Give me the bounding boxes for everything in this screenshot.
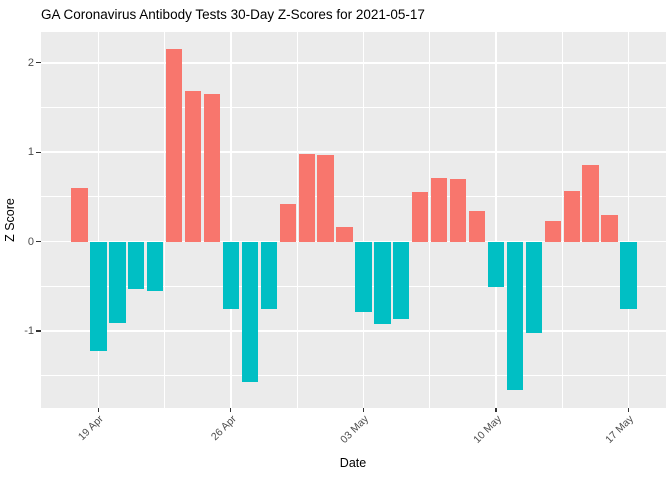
gridline-major-v — [627, 31, 630, 408]
bar — [336, 227, 353, 242]
bar — [184, 90, 202, 242]
bar — [241, 241, 259, 382]
y-tick-mark — [36, 62, 41, 64]
x-tick-mark — [362, 408, 364, 412]
bar — [298, 154, 315, 242]
y-tick-mark — [36, 151, 41, 153]
x-tick-mark — [495, 408, 497, 412]
gridline-minor-v — [561, 31, 563, 408]
chart-title: GA Coronavirus Antibody Tests 30-Day Z-S… — [41, 7, 425, 22]
bar — [525, 241, 542, 333]
gridline-minor-h — [40, 196, 666, 198]
bar — [128, 241, 145, 289]
bar — [374, 241, 391, 324]
x-tick-mark — [97, 408, 99, 412]
y-tick-label: -1 — [24, 325, 34, 337]
x-tick-label-text: 10 May — [470, 413, 504, 446]
gridline-major-h — [40, 151, 666, 153]
bar — [147, 241, 164, 291]
bar — [506, 241, 524, 390]
bar — [317, 154, 334, 242]
y-axis-title: Z Score — [3, 198, 17, 242]
gridline-minor-h — [40, 107, 666, 108]
bar — [620, 241, 637, 309]
y-tick-mark — [36, 241, 41, 243]
bar — [601, 214, 618, 242]
gridline-minor-v — [429, 31, 431, 408]
bar — [222, 241, 240, 310]
bar — [203, 94, 221, 242]
bar — [166, 48, 183, 242]
bar — [544, 221, 561, 242]
gridline-major-v — [97, 31, 100, 408]
bar — [449, 179, 467, 242]
gridline-major-h — [40, 62, 666, 64]
bar — [582, 164, 599, 242]
x-axis-title: Date — [339, 456, 367, 470]
gridline-major-h — [40, 330, 666, 332]
x-tick-label-text: 17 May — [603, 413, 636, 446]
gridline-minor-h — [40, 285, 666, 287]
y-tick-mark — [36, 330, 41, 332]
bar — [260, 241, 277, 310]
bar — [412, 192, 429, 242]
bar — [90, 241, 107, 351]
x-tick-label-text: 19 Apr — [75, 413, 106, 443]
bar — [487, 241, 505, 288]
y-tick-label: 0 — [27, 235, 34, 248]
bar — [355, 241, 372, 313]
bar — [431, 178, 448, 242]
x-tick-mark — [627, 408, 630, 412]
bar — [71, 188, 88, 242]
bar — [279, 204, 296, 242]
y-tick-label: 2 — [27, 56, 34, 69]
gridline-major-h — [40, 240, 666, 243]
bar — [109, 241, 126, 323]
gridline-major-v — [495, 31, 497, 408]
x-tick-mark — [230, 408, 232, 412]
gridline-minor-v — [164, 31, 166, 408]
gridline-major-v — [230, 31, 232, 408]
gridline-minor-h — [40, 375, 666, 377]
bar — [393, 241, 410, 320]
y-tick-label: 1 — [27, 146, 34, 159]
gridline-minor-v — [296, 31, 298, 408]
bar — [468, 211, 486, 242]
bar — [563, 190, 580, 242]
x-tick-label-text: 03 May — [338, 413, 371, 446]
x-tick-label-text: 26 Apr — [208, 413, 239, 443]
gridline-major-v — [362, 31, 365, 408]
